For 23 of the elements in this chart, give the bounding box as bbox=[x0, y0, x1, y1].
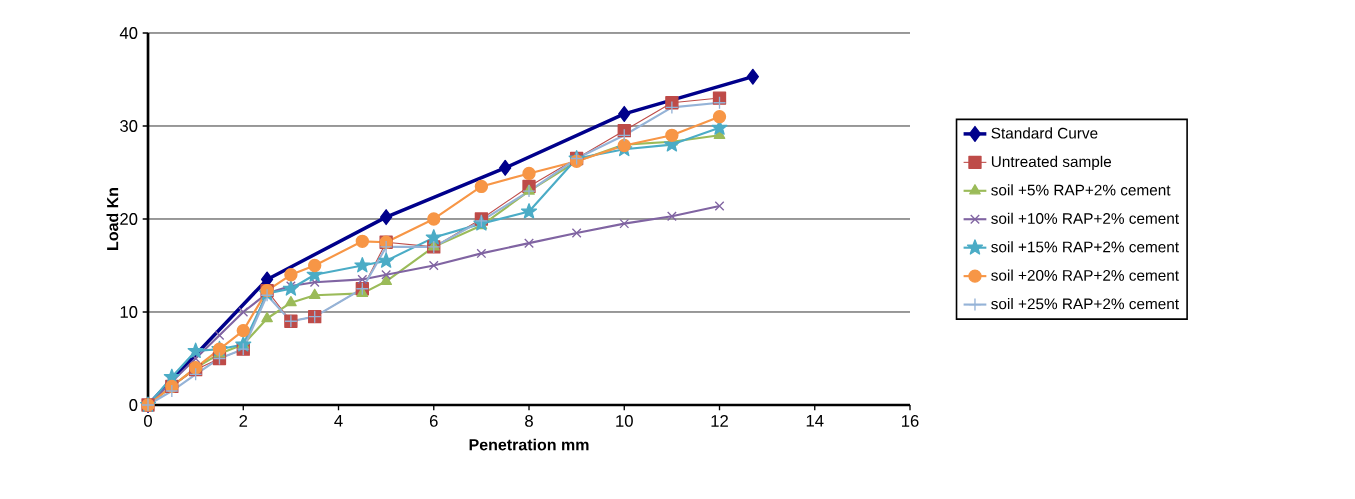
y-tick-label: 0 bbox=[129, 399, 138, 411]
legend-label: soil +20% RAP+2% cement bbox=[991, 269, 1179, 281]
legend-label: soil +15% RAP+2% cement bbox=[991, 241, 1179, 253]
legend-label: Standard Curve bbox=[991, 127, 1098, 139]
y-tick-label: 20 bbox=[120, 213, 138, 225]
y-tick-label: 30 bbox=[120, 120, 138, 132]
legend-label: soil +25% RAP+2% cement bbox=[991, 298, 1179, 310]
legend-label: soil +10% RAP+2% cement bbox=[991, 212, 1179, 224]
y-axis-title: Load Kn bbox=[106, 188, 119, 250]
x-tick-label: 8 bbox=[525, 415, 533, 427]
x-tick-label: 10 bbox=[616, 415, 633, 427]
x-tick-label: 4 bbox=[334, 415, 343, 427]
x-tick-label: 12 bbox=[711, 415, 728, 427]
y-tick-label: 10 bbox=[120, 306, 138, 318]
x-tick-label: 14 bbox=[806, 415, 824, 427]
x-tick-label: 2 bbox=[239, 415, 248, 427]
legend-label: Untreated sample bbox=[991, 155, 1112, 171]
x-tick-label: 16 bbox=[902, 415, 919, 427]
legend-label: soil +5% RAP+2% cement bbox=[991, 184, 1171, 196]
x-tick-label: 6 bbox=[429, 415, 438, 427]
y-tick-label: 40 bbox=[119, 27, 138, 39]
x-tick-label: 0 bbox=[144, 415, 152, 427]
x-axis-title: Penetration mm bbox=[469, 438, 589, 451]
